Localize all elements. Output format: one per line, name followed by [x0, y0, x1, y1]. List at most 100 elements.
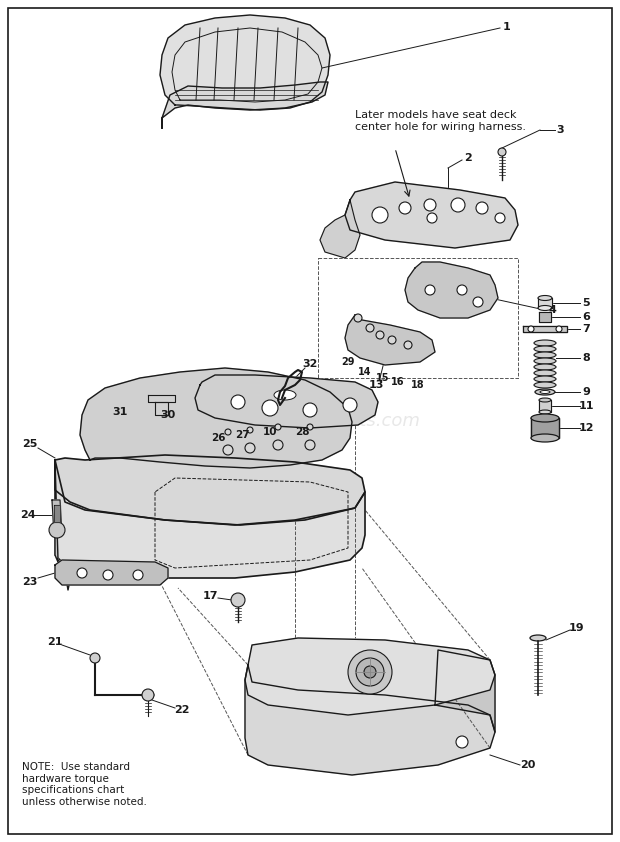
Text: 20: 20	[520, 760, 536, 770]
Text: 11: 11	[578, 401, 594, 411]
Ellipse shape	[534, 352, 556, 358]
Circle shape	[77, 568, 87, 578]
Circle shape	[372, 207, 388, 223]
Ellipse shape	[534, 364, 556, 370]
Text: 6: 6	[582, 312, 590, 322]
Polygon shape	[195, 375, 378, 428]
Polygon shape	[55, 460, 365, 578]
Text: 25: 25	[22, 439, 38, 449]
Circle shape	[348, 650, 392, 694]
Circle shape	[498, 148, 506, 156]
Text: 3: 3	[556, 125, 564, 135]
Circle shape	[451, 198, 465, 212]
Text: 21: 21	[47, 637, 63, 647]
Text: 32: 32	[303, 359, 317, 369]
Ellipse shape	[534, 358, 556, 364]
Text: 23: 23	[22, 577, 38, 587]
Circle shape	[556, 326, 562, 332]
Circle shape	[354, 314, 362, 322]
Ellipse shape	[531, 434, 559, 442]
Circle shape	[49, 522, 65, 538]
Polygon shape	[54, 505, 60, 522]
Polygon shape	[345, 315, 435, 365]
Circle shape	[133, 570, 143, 580]
Text: 9: 9	[582, 387, 590, 397]
Ellipse shape	[540, 391, 550, 393]
Polygon shape	[531, 418, 559, 438]
Circle shape	[223, 445, 233, 455]
Circle shape	[307, 424, 313, 430]
Ellipse shape	[531, 414, 559, 422]
Text: 1: 1	[503, 22, 511, 32]
Ellipse shape	[534, 376, 556, 382]
Text: 5: 5	[582, 298, 590, 308]
Circle shape	[225, 429, 231, 435]
Polygon shape	[435, 650, 495, 732]
Text: 31: 31	[112, 407, 128, 417]
Text: 12: 12	[578, 423, 594, 433]
Ellipse shape	[538, 296, 552, 301]
Text: 15: 15	[376, 373, 390, 383]
Circle shape	[528, 326, 534, 332]
Bar	[318, 258, 518, 378]
Circle shape	[343, 398, 357, 412]
Circle shape	[476, 202, 488, 214]
Circle shape	[364, 666, 376, 678]
Text: 18: 18	[411, 380, 425, 390]
Circle shape	[90, 653, 100, 663]
Text: 19: 19	[568, 623, 584, 633]
Circle shape	[103, 570, 113, 580]
Polygon shape	[320, 200, 360, 258]
Circle shape	[473, 297, 483, 307]
Polygon shape	[80, 368, 352, 468]
Circle shape	[425, 285, 435, 295]
Text: 14: 14	[358, 367, 372, 377]
Ellipse shape	[534, 346, 556, 352]
Text: 17: 17	[202, 591, 218, 601]
Ellipse shape	[530, 635, 546, 641]
Ellipse shape	[539, 398, 551, 402]
Text: 4: 4	[548, 305, 556, 315]
Circle shape	[245, 443, 255, 453]
Text: 24: 24	[20, 510, 36, 520]
Circle shape	[262, 400, 278, 416]
Polygon shape	[55, 460, 70, 590]
Polygon shape	[148, 395, 175, 402]
Text: 16: 16	[391, 377, 405, 387]
Ellipse shape	[534, 370, 556, 376]
Text: 2: 2	[464, 153, 472, 163]
Polygon shape	[539, 312, 551, 322]
Polygon shape	[52, 500, 62, 535]
Circle shape	[273, 440, 283, 450]
Text: 13: 13	[368, 380, 384, 390]
Circle shape	[231, 395, 245, 409]
Text: NOTE:  Use standard
hardware torque
specifications chart
unless otherwise noted.: NOTE: Use standard hardware torque speci…	[22, 762, 147, 807]
Text: eReplacementParts.com: eReplacementParts.com	[200, 412, 420, 430]
Text: 10: 10	[263, 427, 277, 437]
Circle shape	[495, 213, 505, 223]
Polygon shape	[539, 400, 551, 412]
Circle shape	[456, 736, 468, 748]
Text: 22: 22	[174, 705, 190, 715]
Text: 29: 29	[341, 357, 355, 367]
Circle shape	[303, 403, 317, 417]
Text: 7: 7	[582, 324, 590, 334]
Polygon shape	[55, 560, 168, 585]
Text: 30: 30	[161, 410, 175, 420]
Circle shape	[275, 424, 281, 430]
Polygon shape	[538, 298, 552, 308]
Circle shape	[427, 213, 437, 223]
Circle shape	[424, 199, 436, 211]
Circle shape	[356, 658, 384, 686]
Circle shape	[388, 336, 396, 344]
Ellipse shape	[535, 389, 555, 395]
Polygon shape	[523, 326, 567, 332]
Circle shape	[231, 593, 245, 607]
Text: 26: 26	[211, 433, 225, 443]
Ellipse shape	[538, 306, 552, 311]
Polygon shape	[55, 455, 365, 525]
Polygon shape	[160, 15, 330, 110]
Polygon shape	[245, 638, 495, 715]
Polygon shape	[245, 665, 495, 775]
Polygon shape	[345, 182, 518, 248]
